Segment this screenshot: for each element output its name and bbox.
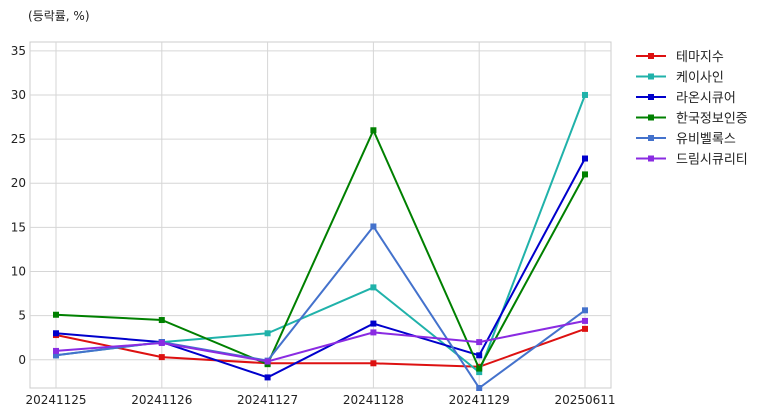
data-point (370, 284, 376, 290)
data-point (265, 359, 271, 365)
y-tick-label: 10 (11, 264, 26, 278)
x-tick-label: 20241125 (25, 393, 86, 407)
legend-swatch-marker (648, 115, 654, 121)
legend-entry: 케이사인 (636, 71, 724, 86)
data-point (582, 156, 588, 162)
data-point (53, 312, 59, 318)
legend-label: 유비벨록스 (676, 132, 736, 147)
unit-label: (등락률, %) (28, 9, 90, 23)
y-tick-label: 15 (11, 220, 26, 234)
legend-entry: 드림시큐리티 (636, 153, 748, 168)
x-tick-label: 20250611 (554, 393, 615, 407)
data-point (476, 352, 482, 358)
legend-swatch-marker (648, 135, 654, 141)
data-point (159, 354, 165, 360)
y-axis-ticks: 0 5 10 15 20 25 30 35 (11, 44, 26, 367)
data-point (582, 92, 588, 98)
legend-swatch-marker (648, 94, 654, 100)
data-point (370, 360, 376, 366)
data-point (370, 223, 376, 229)
y-tick-label: 35 (11, 44, 26, 58)
data-point (265, 374, 271, 380)
legend-swatch-marker (648, 53, 654, 59)
plot-area (30, 42, 611, 388)
legend-label: 한국정보인증 (676, 112, 748, 127)
data-point (476, 339, 482, 345)
x-tick-label: 20241126 (131, 393, 192, 407)
legend-label: 라온시큐어 (676, 91, 736, 106)
y-tick-label: 5 (18, 309, 26, 323)
data-point (53, 348, 59, 354)
data-point (370, 329, 376, 335)
data-point (476, 366, 482, 372)
legend-label: 케이사인 (676, 71, 724, 86)
legend-entry: 라온시큐어 (636, 91, 736, 106)
y-tick-label: 0 (18, 353, 26, 367)
legend-entry: 테마지수 (636, 50, 724, 65)
legend-label: 테마지수 (676, 50, 724, 65)
x-tick-label: 20241129 (449, 393, 510, 407)
data-point (582, 318, 588, 324)
data-point (159, 317, 165, 323)
data-point (370, 127, 376, 133)
y-tick-label: 25 (11, 132, 26, 146)
y-tick-label: 30 (11, 88, 26, 102)
data-point (582, 326, 588, 332)
data-point (370, 321, 376, 327)
legend-swatch-marker (648, 156, 654, 162)
x-axis-ticks: 20241125 20241126 20241127 20241128 20241129… (25, 393, 615, 407)
legend-entry: 유비벨록스 (636, 132, 736, 147)
x-tick-label: 20241128 (343, 393, 404, 407)
legend-swatch-marker (648, 74, 654, 80)
data-point (476, 385, 482, 391)
data-point (582, 171, 588, 177)
data-point (265, 330, 271, 336)
data-point (582, 307, 588, 313)
data-point (159, 340, 165, 346)
data-point (53, 330, 59, 336)
legend-label: 드림시큐리티 (676, 153, 748, 168)
y-tick-label: 20 (11, 176, 26, 190)
x-tick-label: 20241127 (237, 393, 298, 407)
legend-entry: 한국정보인증 (636, 112, 748, 127)
